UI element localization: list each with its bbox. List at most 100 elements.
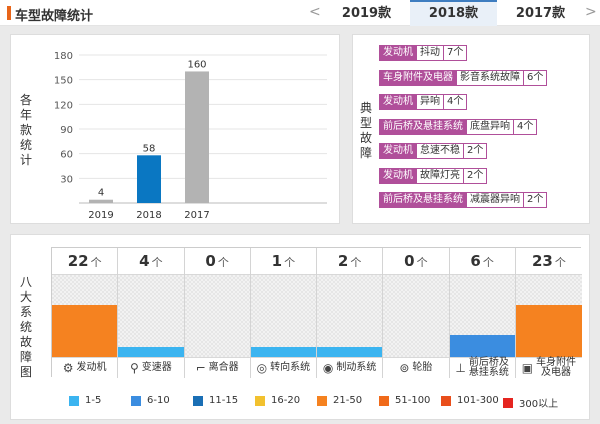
system-column[interactable]: 4 个 ⚲ 变速器 xyxy=(118,248,185,378)
legend-swatch xyxy=(317,395,327,406)
typical-side-label: 典型故障 xyxy=(359,101,372,160)
system-count-number: 6 xyxy=(470,252,481,270)
y-tick-label: 30 xyxy=(60,174,73,185)
typical-fault-row[interactable]: 发动机 抖动 7个 xyxy=(379,45,468,61)
legend-label: 16-20 xyxy=(271,395,301,406)
legend-label: 101-300 xyxy=(457,395,499,406)
system-column[interactable]: 1 个 ◎ 转向系统 xyxy=(250,248,317,378)
system-name-label: 前后桥及 悬挂系统 xyxy=(468,357,509,378)
y-tick-label: 150 xyxy=(54,76,73,87)
legend-label: 51-100 xyxy=(395,395,431,406)
legend-swatch xyxy=(441,395,451,406)
typical-fault-row[interactable]: 前后桥及悬挂系统 减震器异响 2个 xyxy=(379,192,548,208)
system-count-number: 0 xyxy=(404,252,415,270)
legend-item: 51-100 xyxy=(379,395,430,406)
system-column[interactable]: 0 个 ⌐ 离合器 xyxy=(184,248,251,378)
system-name: ⚲ 变速器 xyxy=(118,357,184,378)
fault-system-tag: 前后桥及悬挂系统 xyxy=(379,192,467,208)
bar-2017 xyxy=(185,71,209,203)
system-fault-area xyxy=(118,275,184,357)
system-name: ⊚ 轮胎 xyxy=(383,357,449,378)
legend-label: 11-15 xyxy=(209,395,239,406)
typical-fault-row[interactable]: 前后桥及悬挂系统 底盘异响 4个 xyxy=(379,118,538,135)
fault-name-tag: 抖动 xyxy=(417,45,444,61)
system-column[interactable]: 6 个 ⊥ 前后桥及 悬挂系统 xyxy=(449,248,516,378)
y-tick-label: 60 xyxy=(60,150,73,161)
y-tick-label: 180 xyxy=(54,51,73,62)
suspension-icon: ⊥ xyxy=(455,361,466,375)
bar-2019 xyxy=(89,199,113,203)
system-fault-area xyxy=(52,275,118,357)
system-fault-fill xyxy=(317,347,383,357)
system-fault-fill xyxy=(449,335,515,357)
header: 车型故障统计 < 2019款 2018款 2017款 > xyxy=(0,0,600,26)
system-fault-area xyxy=(515,275,582,357)
system-count: 22 个 xyxy=(52,248,118,275)
typical-fault-row[interactable]: 发动机 怠速不稳 2个 xyxy=(379,143,488,159)
system-fault-area xyxy=(250,275,316,357)
legend-swatch xyxy=(255,395,265,406)
typical-faults-card: 典型故障 发动机 抖动 7个 车身附件及电器 影音系统故障 6个 发动机 异响 4个 前后桥及悬挂… xyxy=(352,34,590,224)
systems-side-label: 八大系统故障图 xyxy=(19,275,32,379)
steering-wheel-icon: ◎ xyxy=(256,361,268,375)
systems-card: 八大系统故障图 22 个 ⚙ 发动机 4 个 ⚲ 变速器 0 个 ⌐ 离合器 1 个 ◎ 转向系统 2 个 ◉ 制动系… xyxy=(10,234,590,420)
legend-item: 1-5 xyxy=(69,395,101,406)
x-tick-label: 2017 xyxy=(184,210,209,221)
fault-system-tag: 发动机 xyxy=(379,167,417,184)
lower-panel: 八大系统故障图 22 个 ⚙ 发动机 4 个 ⚲ 变速器 0 个 ⌐ 离合器 1 个 ◎ 转向系统 2 个 ◉ 制动系… xyxy=(0,230,600,424)
system-fault-area xyxy=(317,275,383,357)
system-column[interactable]: 2 个 ◉ 制动系统 xyxy=(317,248,384,378)
system-count-unit: 个 xyxy=(554,256,566,269)
system-column[interactable]: 22 个 ⚙ 发动机 xyxy=(52,248,119,378)
system-fault-fill xyxy=(250,347,316,357)
system-column[interactable]: 23 个 ▣ 车身附件 及电器 xyxy=(515,248,582,378)
legend-label: 1-5 xyxy=(85,395,102,406)
tab-2017[interactable]: 2017款 xyxy=(515,6,566,21)
brake-disc-icon: ◉ xyxy=(322,361,334,375)
system-name: ◉ 制动系统 xyxy=(317,357,383,378)
system-count-unit: 个 xyxy=(217,256,229,269)
system-name-label: 变速器 xyxy=(141,362,172,373)
next-arrow-icon[interactable]: > xyxy=(585,4,597,20)
tab-2019[interactable]: 2019款 xyxy=(341,6,392,21)
system-name-label: 转向系统 xyxy=(270,362,311,373)
system-count-number: 1 xyxy=(271,252,283,270)
fault-name-tag: 异响 xyxy=(417,94,444,110)
system-name-label: 车身附件 及电器 xyxy=(536,357,577,378)
system-column[interactable]: 0 个 ⊚ 轮胎 xyxy=(383,248,450,378)
legend-item: 300以上 xyxy=(503,395,558,410)
year-chart-side-label: 各年款统计 xyxy=(19,93,32,167)
tire-icon: ⊚ xyxy=(399,361,410,375)
system-count: 23 个 xyxy=(515,248,582,275)
tab-2018[interactable]: 2018款 xyxy=(410,0,497,26)
fault-system-tag: 车身附件及电器 xyxy=(379,69,457,86)
system-fault-area xyxy=(184,275,250,357)
system-name: ⚙ 发动机 xyxy=(52,357,118,378)
typical-fault-row[interactable]: 发动机 异响 4个 xyxy=(379,94,468,110)
legend: 1-5 6-10 11-15 16-20 21-50 51-100 101-300 300以上 xyxy=(69,395,589,411)
typical-fault-row[interactable]: 车身附件及电器 影音系统故障 6个 xyxy=(379,69,548,86)
legend-swatch xyxy=(193,395,203,406)
bar-2018 xyxy=(137,155,161,203)
system-name-label: 轮胎 xyxy=(412,362,433,373)
upper-panel: 各年款统计 180 150 120 90 60 30 4 2019 58 2018 160 2017 … xyxy=(0,26,600,230)
system-count-number: 22 xyxy=(67,252,89,270)
typical-fault-row[interactable]: 发动机 故障灯亮 2个 xyxy=(379,167,488,184)
legend-item: 6-10 xyxy=(131,395,170,406)
system-count-number: 2 xyxy=(337,252,349,270)
system-fault-fill xyxy=(515,305,582,357)
year-chart-card: 各年款统计 180 150 120 90 60 30 4 2019 58 2018 160 2017 xyxy=(10,34,340,224)
legend-item: 11-15 xyxy=(193,395,238,406)
legend-item: 21-50 xyxy=(317,395,362,406)
engine-icon: ⚙ xyxy=(62,361,74,375)
legend-swatch xyxy=(503,397,513,408)
system-name: ◎ 转向系统 xyxy=(250,357,316,378)
x-tick-label: 2019 xyxy=(88,210,113,221)
prev-arrow-icon[interactable]: < xyxy=(309,4,321,20)
system-fault-area xyxy=(449,275,515,357)
legend-label: 21-50 xyxy=(333,395,363,406)
fault-system-tag: 发动机 xyxy=(379,143,417,159)
